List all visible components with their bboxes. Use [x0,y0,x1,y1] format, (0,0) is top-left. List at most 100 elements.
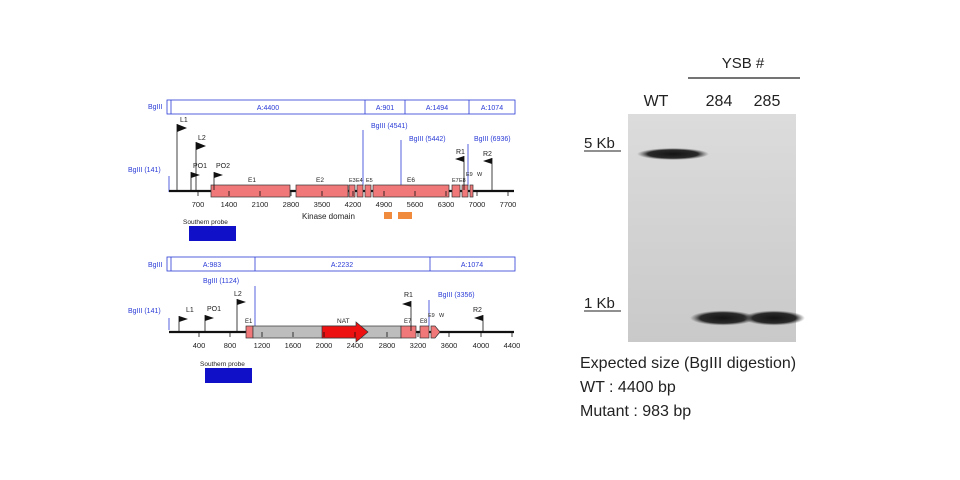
wt-primer-l1: L1 [176,117,188,190]
wt-site-5442: BgIII (5442) [409,136,446,143]
wt-exon-e7: E7 [452,178,459,184]
wildtype-map: BgIII A:4400 A:901 A:1494 A:1074 BgIII (… [128,99,517,241]
wt-tick-700: 700 [192,200,205,209]
wt-exon-e6: E6 [407,177,415,184]
southern-blot-gel: YSB # WT 284 285 5 Kb 1 Kb [584,55,805,342]
wt-exon-w: W [477,172,483,178]
mut-primer-l1: L1 [178,307,194,331]
mut-segment-3: A:1074 [461,262,483,269]
wt-tick-7700: 7700 [500,200,517,209]
wt-tick-3500: 3500 [314,200,331,209]
wt-tick-4200: 4200 [345,200,362,209]
wt-primer-r2: R2 [483,151,493,190]
wt-segment-2: A:901 [376,105,394,112]
gel-membrane [628,114,796,342]
mut-fragment-bar [166,256,516,272]
mut-probe-label: Southern probe [200,361,245,368]
mut-tick-1600: 1600 [285,341,302,350]
size-marker-5kb: 5 Kb [584,135,615,152]
mut-tick-4400: 4400 [504,341,521,350]
mut-segment-2: A:2232 [331,262,353,269]
wt-tick-7000: 7000 [469,200,486,209]
expected-size-caption: Expected size (BgIII digestion) WT : 440… [580,355,796,420]
mut-tick-2400: 2400 [347,341,364,350]
wt-tick-4900: 4900 [376,200,393,209]
mutant-map: BgIII A:983 A:2232 A:1074 BgIII (141) Bg… [128,256,521,383]
mut-primer-l2: L2 [234,291,246,331]
wt-kinase-label: Kinase domain [302,212,355,221]
wt-primer-l2: L2 [195,135,206,190]
mut-exon-e1: E1 [245,319,253,325]
svg-text:PO1: PO1 [193,163,207,170]
mut-exon-e8: E8 [420,319,428,325]
mut-exon-e7: E7 [404,319,412,325]
mut-tick-800: 800 [224,341,237,350]
svg-text:R2: R2 [473,307,482,314]
wt-tick-2800: 2800 [283,200,300,209]
band-285-983 [743,310,805,326]
wt-exon-e9: E9 [466,172,473,178]
mut-site-1124: BgIII (1124) [203,278,239,285]
size-marker-1kb: 1 Kb [584,295,615,312]
wt-exon-e5: E5 [366,178,373,184]
wt-exon-e4: E4 [356,178,363,184]
wt-exon-e1: E1 [248,177,256,184]
mut-tick-2800: 2800 [379,341,396,350]
wt-site-141: BgIII (141) [128,167,161,174]
svg-text:L2: L2 [234,291,242,298]
caption-line-1: Expected size (BgIII digestion) [580,355,796,372]
mut-tick-2000: 2000 [316,341,333,350]
svg-text:R1: R1 [404,292,413,299]
mut-site-141: BgIII (141) [128,308,161,315]
mut-primer-r1: R1 [402,292,413,331]
wt-exon-e8: E8 [459,178,466,184]
gel-group-label: YSB # [722,55,765,72]
mut-tick-400: 400 [193,341,206,350]
wt-segment-1: A:4400 [257,105,279,112]
mut-bglii-label: BgIII [148,262,162,269]
band-284-983 [690,310,756,326]
wt-kinase-block-2 [398,212,412,219]
wt-tick-2100: 2100 [252,200,269,209]
wt-bglii-label: BgIII [148,104,162,111]
wt-fragment-bar [166,99,516,115]
wt-site-6936: BgIII (6936) [474,136,511,143]
lane-label-285: 285 [754,93,781,110]
wt-tick-1400: 1400 [221,200,238,209]
mut-tick-3200: 3200 [410,341,427,350]
svg-text:R1: R1 [456,149,465,156]
wt-primer-r1: R1 [455,149,465,190]
wt-tick-5600: 5600 [407,200,424,209]
svg-text:PO1: PO1 [207,306,221,313]
svg-text:L1: L1 [180,117,188,124]
mut-segment-1: A:983 [203,262,221,269]
wt-tick-6300: 6300 [438,200,455,209]
lane-label-284: 284 [706,93,733,110]
wt-segment-4: A:1074 [481,105,503,112]
mut-southern-probe [205,368,252,383]
wt-primer-po1: PO1 [190,163,207,190]
wt-primer-po2: PO2 [213,163,230,190]
mut-tick-3600: 3600 [441,341,458,350]
mut-tick-4000: 4000 [473,341,490,350]
mut-exon-w: W [439,313,445,319]
mut-primer-r2: R2 [473,307,484,331]
svg-text:R2: R2 [483,151,492,158]
wt-probe-label: Southern probe [183,219,228,226]
caption-line-3: Mutant : 983 bp [580,403,691,420]
mut-nat-label: NAT [337,318,350,325]
wt-exon-e3: E3 [349,178,356,184]
band-wt-4400 [637,148,709,160]
caption-line-2: WT : 4400 bp [580,379,676,396]
wt-site-4541: BgIII (4541) [371,123,408,130]
wt-southern-probe [189,226,236,241]
mut-nat-marker [321,321,369,343]
mut-primer-po1: PO1 [204,306,221,331]
wt-exon-e2: E2 [316,177,324,184]
lane-label-wt: WT [644,93,669,110]
svg-text:PO2: PO2 [216,163,230,170]
mut-tick-1200: 1200 [254,341,271,350]
mut-exon-e9: E9 [428,313,435,319]
mut-site-3356: BgIII (3356) [438,292,475,299]
